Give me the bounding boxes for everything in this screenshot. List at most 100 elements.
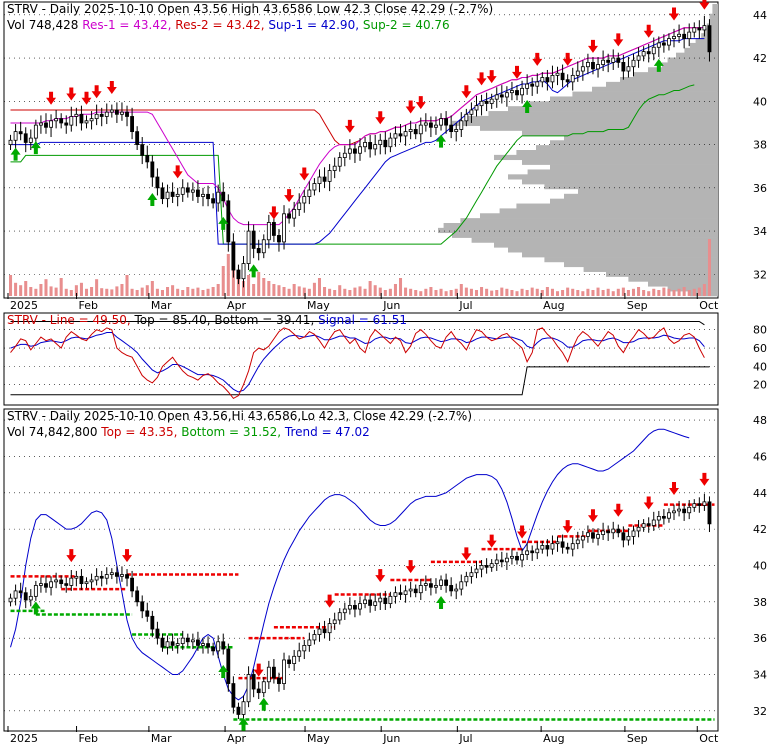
trend-candle-body bbox=[378, 597, 383, 603]
buy-arrow bbox=[238, 717, 249, 731]
buy-arrow bbox=[258, 697, 269, 711]
price-candle-body bbox=[494, 94, 499, 100]
trend-candle-body bbox=[580, 535, 585, 541]
trend-candle-body bbox=[444, 579, 449, 586]
trend-candle-body bbox=[33, 585, 38, 597]
volume-bar bbox=[302, 287, 306, 296]
sell-arrow bbox=[613, 503, 624, 517]
sell-arrow bbox=[562, 52, 573, 66]
trend-tick-label: 34 bbox=[753, 668, 767, 681]
price-candle-body bbox=[616, 57, 621, 63]
price-candle-body bbox=[165, 191, 170, 200]
volume-profile-bar bbox=[452, 120, 718, 126]
volume-profile-bar bbox=[709, 18, 718, 24]
price-candle-body bbox=[39, 122, 43, 126]
price-candle-body bbox=[160, 187, 165, 200]
volume-profile-bar bbox=[695, 38, 718, 44]
legend-entry: Vol 74,842,800 bbox=[7, 425, 97, 439]
x-tick-label: May bbox=[307, 732, 330, 745]
price-candle-body bbox=[601, 59, 606, 65]
price-candle-body bbox=[707, 25, 712, 53]
price-candle-body bbox=[99, 113, 104, 117]
volume-bar bbox=[545, 287, 549, 296]
volume-bar bbox=[611, 291, 615, 296]
legend-entry: Sup-2 = 40.76 bbox=[359, 18, 450, 32]
volume-bar bbox=[186, 287, 190, 296]
volume-bar bbox=[414, 290, 418, 296]
volume-profile-bar bbox=[544, 257, 718, 263]
price-candle-body bbox=[555, 72, 560, 76]
trend-candle-body bbox=[64, 583, 69, 586]
volume-bar bbox=[226, 254, 230, 296]
price-tick-label: 44 bbox=[753, 9, 767, 22]
volume-bar bbox=[596, 287, 600, 296]
sell-arrow bbox=[643, 496, 654, 510]
buy-arrow bbox=[30, 601, 41, 615]
volume-bar bbox=[566, 287, 570, 296]
sell-arrow bbox=[587, 39, 598, 53]
volume-bar bbox=[181, 290, 185, 296]
trend-panel-frame bbox=[3, 408, 719, 732]
x-tick-label: Apr bbox=[227, 732, 247, 745]
price-candle-body bbox=[611, 57, 616, 63]
price-candle-body bbox=[484, 100, 489, 104]
volume-profile-bar bbox=[712, 8, 718, 15]
volume-bar bbox=[312, 282, 316, 296]
price-candle-body bbox=[221, 191, 226, 202]
volume-bar bbox=[201, 290, 205, 296]
trend-candle-body bbox=[282, 659, 286, 684]
volume-bar bbox=[328, 288, 332, 296]
volume-profile-bar bbox=[508, 247, 718, 253]
osc-main-line bbox=[10, 327, 705, 400]
volume-bar bbox=[480, 287, 484, 296]
trend-x-axis: 2025 Feb Mar Apr May Jun Jul Aug Sep Oct bbox=[7, 726, 719, 745]
trend-candle-body bbox=[342, 608, 347, 614]
volume-bar bbox=[135, 290, 139, 296]
trend-candle-body bbox=[687, 506, 692, 514]
trend-candle-body bbox=[125, 574, 129, 579]
price-candle-body bbox=[423, 122, 428, 126]
volume-profile-bar bbox=[690, 42, 718, 49]
volume-bar bbox=[262, 278, 266, 296]
sell-arrow bbox=[669, 481, 680, 495]
trend-candle-body bbox=[449, 585, 454, 592]
price-candle-body bbox=[277, 235, 281, 243]
trend-candles bbox=[8, 493, 712, 722]
sell-arrow bbox=[699, 472, 710, 486]
legend-entry: Sup-1 = 42.90, bbox=[265, 18, 359, 32]
sell-arrow bbox=[486, 534, 497, 548]
volume-bar bbox=[495, 290, 499, 296]
price-y-axis: 32 34 36 38 40 42 44 bbox=[753, 9, 767, 282]
trend-candle-body bbox=[408, 588, 413, 592]
sell-arrow bbox=[106, 80, 117, 94]
trend-candle-body bbox=[530, 550, 535, 554]
volume-bar bbox=[586, 288, 590, 296]
volume-bar bbox=[231, 269, 235, 296]
price-candle-body bbox=[327, 170, 332, 182]
volume-bar bbox=[581, 291, 585, 296]
trend-candle-body bbox=[317, 628, 322, 635]
price-candle-body bbox=[560, 72, 565, 81]
trend-candle-body bbox=[74, 575, 79, 579]
volume-profile-bar bbox=[676, 52, 718, 58]
volume-bar bbox=[323, 287, 327, 296]
price-candle-body bbox=[580, 66, 585, 72]
sell-arrow bbox=[66, 87, 77, 101]
legend-entry: Bottom = 39.41, bbox=[211, 313, 315, 327]
trend-candle-body bbox=[499, 559, 504, 563]
sell-arrow bbox=[476, 72, 487, 86]
volume-bar bbox=[702, 284, 706, 296]
price-candle-body bbox=[697, 27, 702, 31]
price-candle-body bbox=[540, 77, 545, 83]
legend-entry: Bottom = 31.52, bbox=[177, 425, 281, 439]
volume-profile-bar bbox=[550, 164, 718, 170]
volume-bar bbox=[19, 285, 23, 296]
price-candle-body bbox=[54, 118, 59, 122]
trend-candle-body bbox=[196, 639, 200, 646]
volume-bar bbox=[84, 288, 89, 296]
price-candle-body bbox=[469, 109, 474, 115]
volume-bar bbox=[535, 288, 539, 296]
price-candle-body bbox=[677, 33, 681, 37]
trend-candle-body bbox=[565, 546, 570, 550]
volume-profile-bar bbox=[544, 184, 718, 190]
